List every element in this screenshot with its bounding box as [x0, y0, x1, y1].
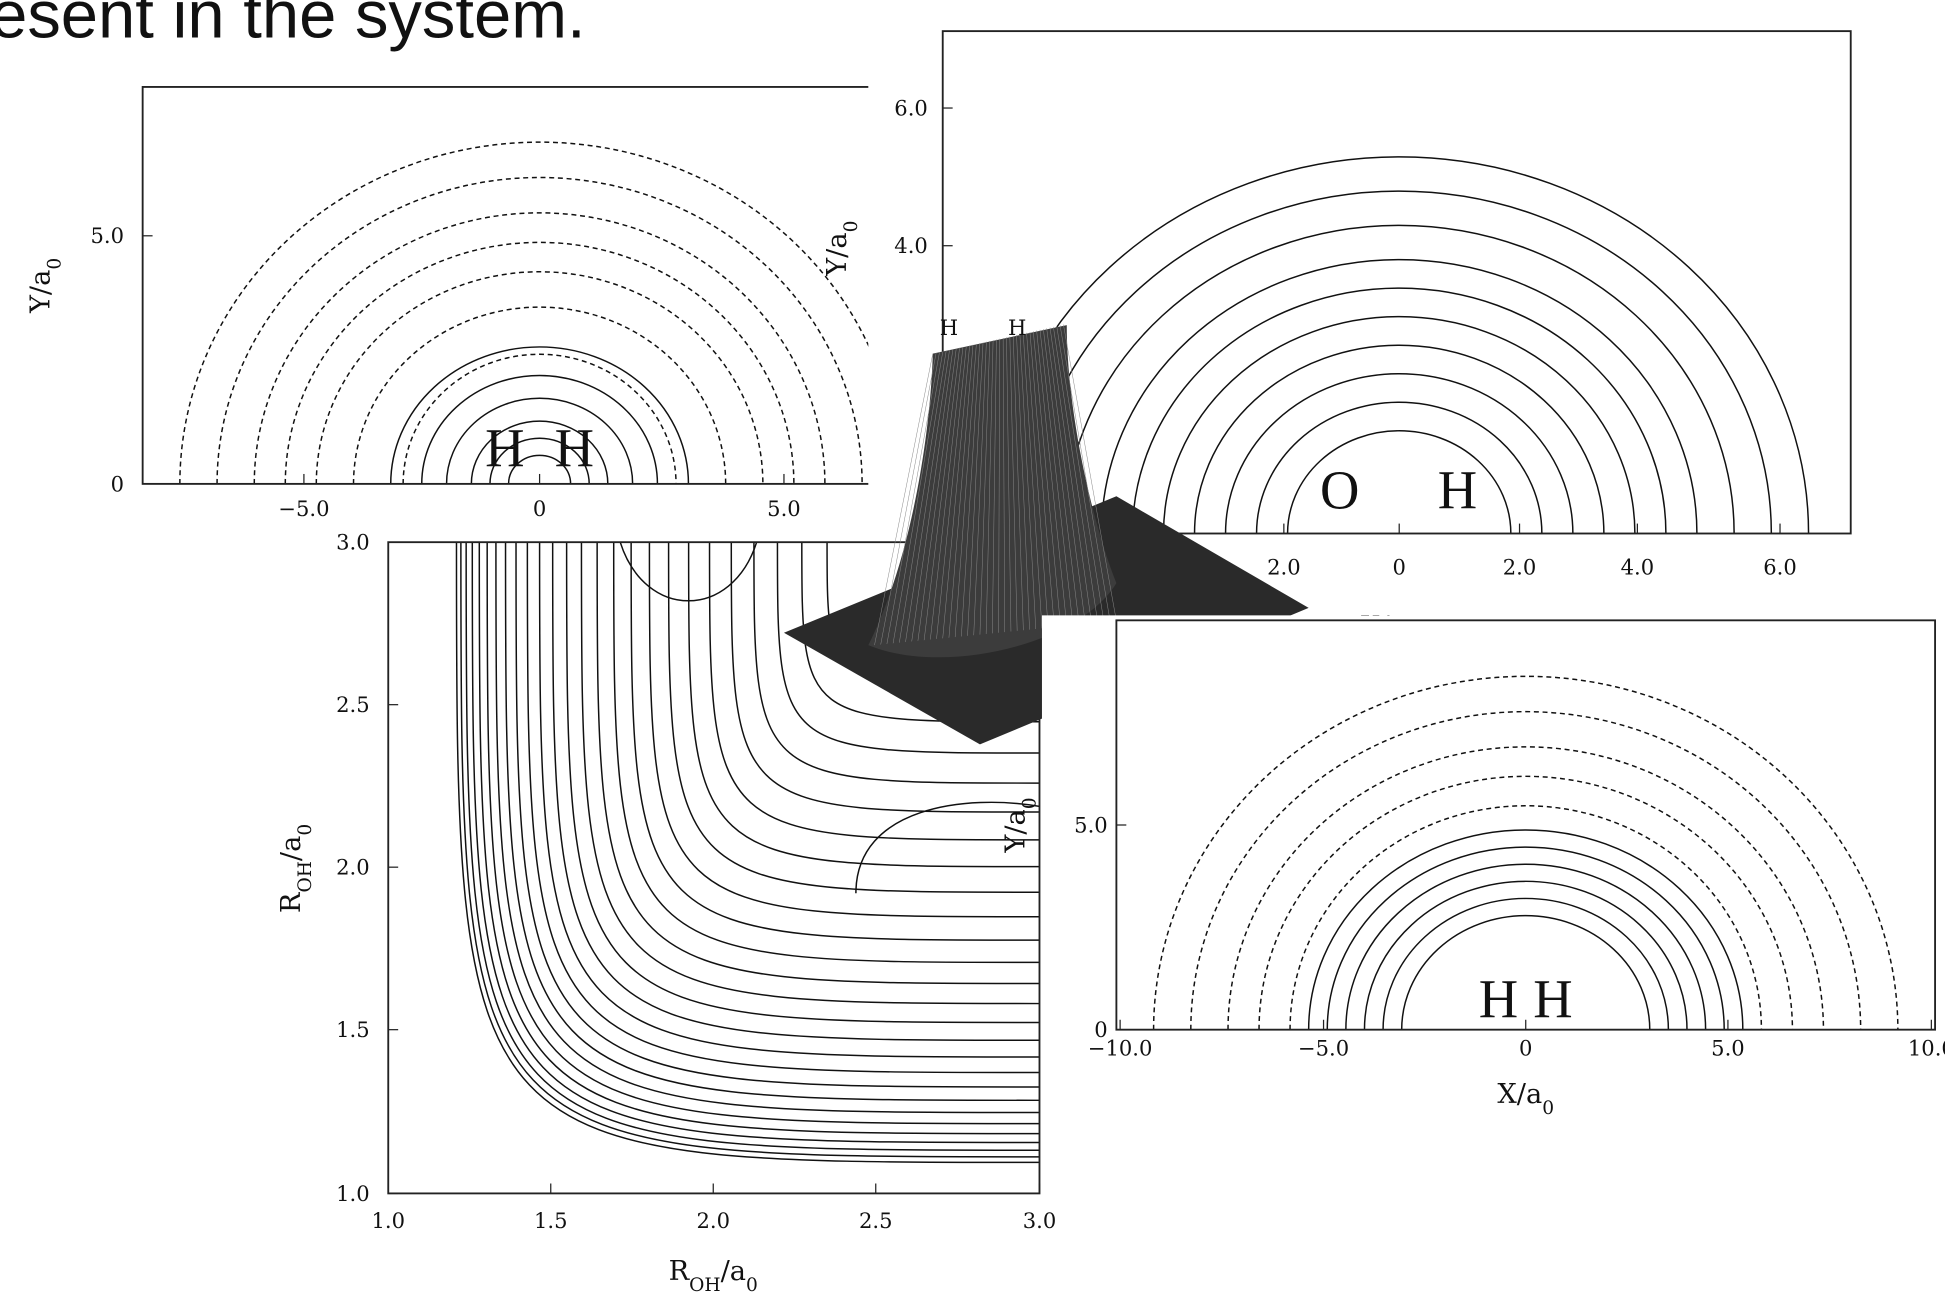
y-tick-label: 5.0: [91, 223, 125, 248]
y-tick-label: 2.5: [336, 692, 370, 717]
atom-label: H: [485, 418, 524, 479]
y-tick-label: 1.5: [336, 1017, 370, 1042]
atom-label: H: [1533, 968, 1572, 1029]
label-subscript: 0: [746, 1275, 758, 1294]
x-tick-label: 3.0: [1023, 1208, 1057, 1233]
x-tick-label: 1.5: [534, 1208, 568, 1233]
label-subscript: OH: [295, 861, 316, 892]
y-tick-label: 3.0: [336, 530, 370, 555]
x-tick-label: 6.0: [1763, 554, 1797, 579]
y-axis-label: ROH/a0: [276, 824, 315, 913]
x-tick-label: 2.0: [696, 1208, 730, 1233]
x-tick-label: −10.0: [1088, 1036, 1153, 1061]
x-tick-label: 5.0: [1711, 1036, 1745, 1061]
x-tick-label: 0: [1392, 554, 1405, 579]
y-axis-label: Y/a0: [26, 258, 66, 314]
atom-label: H: [555, 418, 594, 479]
x-tick-label: 0: [533, 496, 546, 521]
atom-label: O: [1320, 460, 1359, 521]
label-subscript: 0: [840, 221, 861, 233]
x-tick-label: 4.0: [1621, 554, 1655, 579]
label-part: X/a: [1497, 1079, 1542, 1110]
y-tick-label: 4.0: [894, 233, 928, 258]
label-part: Y/a: [822, 232, 853, 276]
y-tick-label: 2.0: [336, 855, 370, 880]
label-part: /a: [276, 836, 307, 861]
label-part: R: [276, 891, 307, 913]
x-tick-label: −5.0: [278, 496, 329, 521]
atom-label: H: [1438, 460, 1477, 521]
x-tick-label: 2.0: [1267, 554, 1301, 579]
x-tick-label: 2.5: [859, 1208, 893, 1233]
surface-atom: H: [940, 315, 958, 340]
label-subscript: 0: [1019, 797, 1040, 809]
atom-label: H: [1479, 968, 1518, 1029]
x-tick-label: 5.0: [767, 496, 801, 521]
heading: esent in the system.: [0, 0, 586, 52]
x-tick-label: 1.0: [371, 1208, 405, 1233]
label-part: /a: [721, 1256, 746, 1287]
label-part: Y/a: [26, 270, 57, 314]
label-subscript: 0: [1542, 1097, 1554, 1118]
label-part: R: [669, 1256, 691, 1287]
surface-atom: H: [1008, 315, 1026, 340]
y-tick-label: 1.0: [336, 1181, 370, 1206]
x-tick-label: 10.0: [1908, 1036, 1945, 1061]
page: {"heading": "esent in the system.", "pan…: [0, 0, 1945, 1294]
plot-background: [1042, 615, 1945, 1124]
y-tick-label: 6.0: [894, 95, 928, 120]
slide: esent in the system. 05.0−5.005.0Y/a0HH6…: [0, 0, 1945, 1294]
label-subscript: OH: [689, 1275, 720, 1294]
x-tick-label: 2.0: [1503, 554, 1537, 579]
label-subscript: 0: [44, 258, 65, 270]
label-subscript: 0: [295, 824, 316, 836]
y-tick-label: 5.0: [1074, 812, 1108, 837]
label-part: Y/a: [1001, 809, 1032, 853]
x-tick-label: 0: [1519, 1036, 1532, 1061]
x-tick-label: −5.0: [1298, 1036, 1349, 1061]
y-tick-label: 0: [111, 471, 124, 496]
